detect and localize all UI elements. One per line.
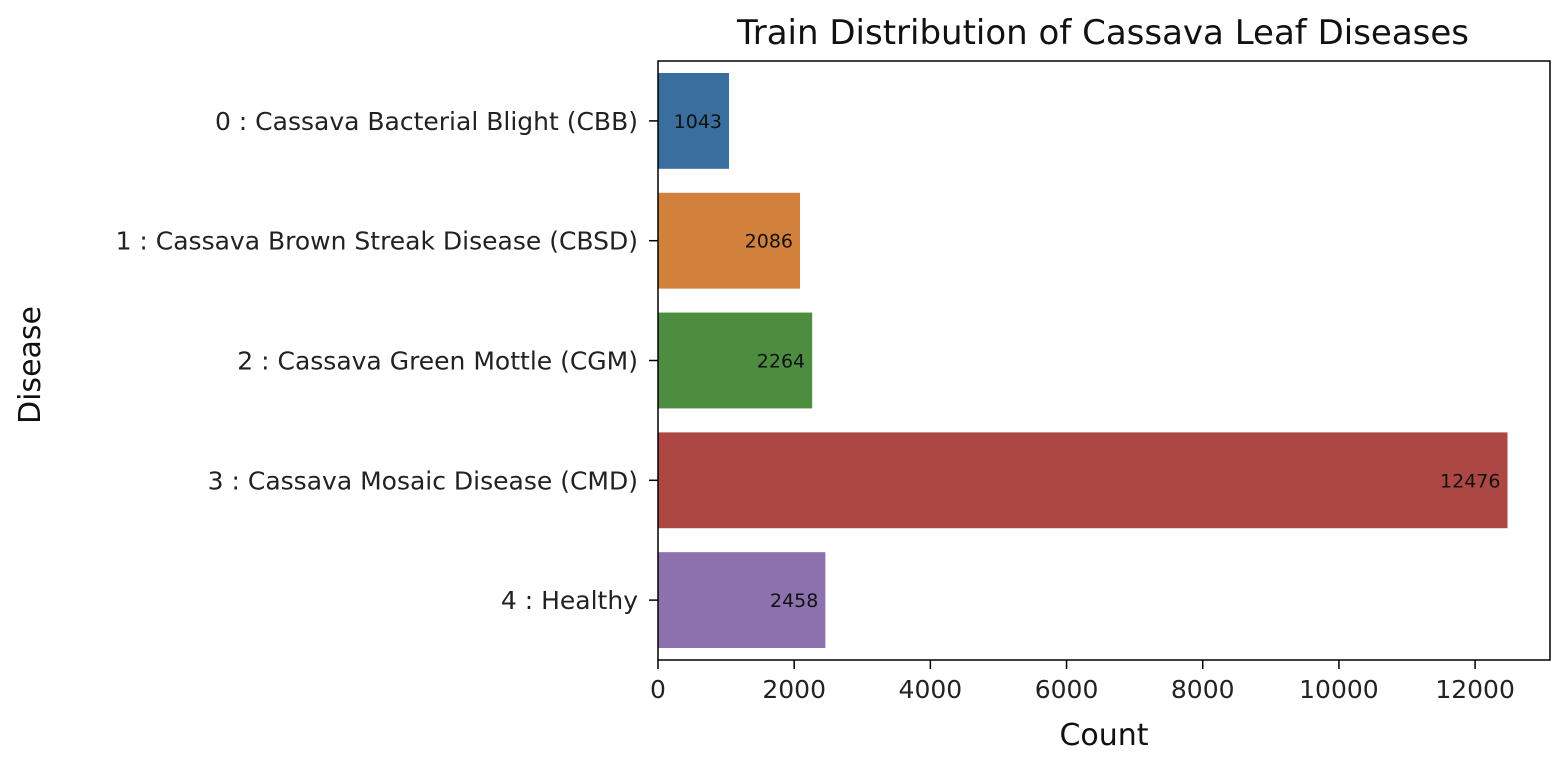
bar bbox=[658, 432, 1508, 529]
x-tick-label: 4000 bbox=[899, 675, 963, 704]
x-axis: 0 2000 4000 6000 8000 10000 12000 bbox=[650, 660, 1515, 704]
bar-value-label: 2458 bbox=[770, 590, 818, 612]
y-tick-label: 4 : Healthy bbox=[501, 586, 638, 615]
bar-value-label: 12476 bbox=[1440, 470, 1500, 492]
bar-value-label: 2264 bbox=[757, 351, 805, 373]
bar-value-label: 2086 bbox=[745, 231, 793, 253]
x-tick-label: 8000 bbox=[1171, 675, 1235, 704]
y-axis: 0 : Cassava Bacterial Blight (CBB) 1 : Ca… bbox=[116, 107, 658, 615]
y-tick-label: 0 : Cassava Bacterial Blight (CBB) bbox=[215, 107, 638, 136]
bar bbox=[658, 192, 801, 289]
y-tick-label: 3 : Cassava Mosaic Disease (CMD) bbox=[208, 466, 638, 495]
bars-layer bbox=[658, 72, 1508, 649]
bar bbox=[658, 72, 730, 169]
bar bbox=[658, 312, 813, 409]
bar bbox=[658, 552, 826, 649]
bar-value-label: 1043 bbox=[674, 111, 722, 133]
x-tick-label: 6000 bbox=[1035, 675, 1099, 704]
x-tick-label: 12000 bbox=[1435, 675, 1515, 704]
x-tick-label: 0 bbox=[650, 675, 666, 704]
bar-value-labels: 1043 2086 2264 12476 2458 bbox=[674, 111, 1501, 612]
chart-title: Train Distribution of Cassava Leaf Disea… bbox=[736, 13, 1469, 53]
x-tick-label: 10000 bbox=[1299, 675, 1379, 704]
y-tick-label: 2 : Cassava Green Mottle (CGM) bbox=[237, 347, 638, 376]
x-axis-title: Count bbox=[1059, 718, 1148, 753]
x-tick-label: 2000 bbox=[762, 675, 826, 704]
y-tick-label: 1 : Cassava Brown Streak Disease (CBSD) bbox=[116, 227, 638, 256]
y-axis-title: Disease bbox=[13, 306, 48, 424]
